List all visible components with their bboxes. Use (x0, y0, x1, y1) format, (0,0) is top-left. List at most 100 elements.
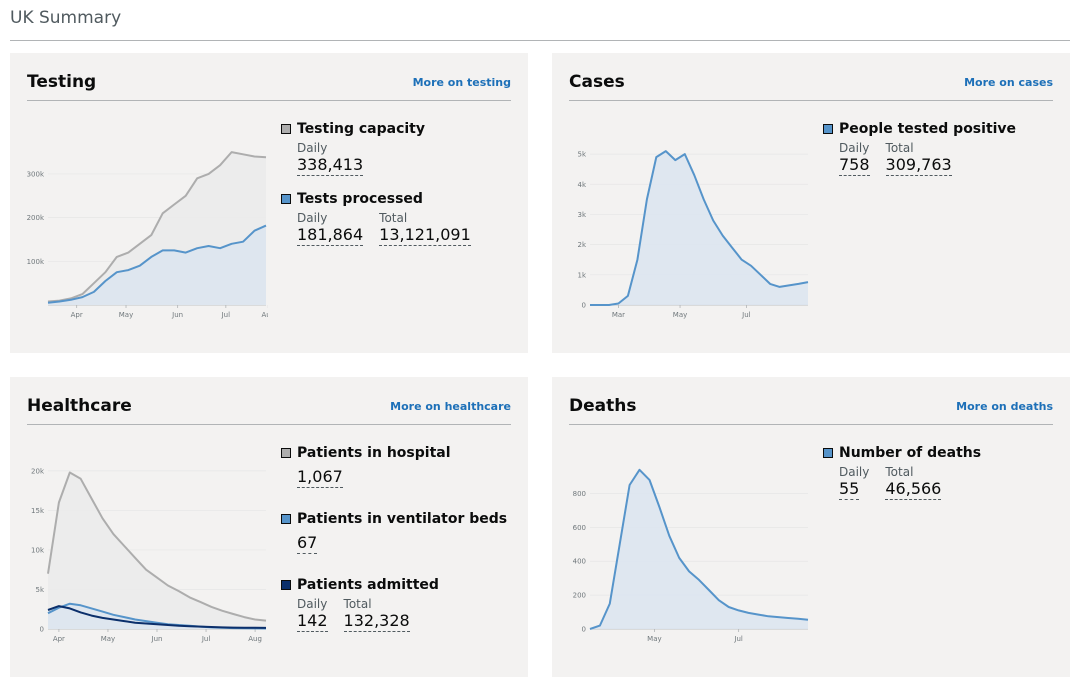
healthcare-metrics: Patients in hospital 1,067 Patients in v… (281, 444, 507, 646)
healthcare-y-tick-label: 10k (31, 546, 45, 554)
cases-y-tick-label: 4k (577, 181, 586, 189)
testing-series-0-line (47, 151, 267, 303)
testing-y-tick-label: 200k (27, 214, 45, 222)
cases-y-tick-label: 0 (582, 302, 586, 310)
blue-swatch-icon (823, 124, 833, 134)
blue-swatch-icon (281, 194, 291, 204)
number-of-deaths-label: Number of deaths (839, 445, 982, 461)
cases-x-tick-label: May (673, 311, 687, 319)
tested-positive-label: People tested positive (839, 121, 1017, 137)
cases-y-tick-label: 5k (577, 151, 586, 159)
testing-capacity-metric: Testing capacity Daily 338,413 (281, 120, 487, 176)
deaths-chart: 0 200 400 600 800 May Jul (573, 468, 809, 643)
cases-y-tick-label: 2k (577, 241, 586, 249)
healthcare-y-tick-label: 5k (35, 586, 44, 594)
tests-processed-daily-value[interactable]: 181,864 (297, 225, 364, 246)
deaths-daily-value[interactable]: 55 (839, 479, 860, 500)
testing-y-tick-label: 100k (27, 258, 45, 266)
cases-y-tick-label: 1k (577, 271, 586, 279)
tests-processed-total-value[interactable]: 13,121,091 (379, 225, 471, 246)
deaths-total-value[interactable]: 46,566 (885, 479, 942, 500)
ventilator-beds-label: Patients in ventilator beds (297, 511, 508, 527)
daily-label: Daily (839, 465, 870, 479)
cases-metrics: People tested positive Daily 758 Total 309… (823, 120, 1016, 190)
deaths-series-0-area (590, 469, 808, 629)
healthcare-series-0-line (47, 471, 267, 622)
deaths-y-tick-label: 800 (573, 490, 586, 498)
healthcare-card: Healthcare More on healthcare 0 5k 10k 15k 2… (10, 377, 528, 677)
healthcare-x-tick-label: Aug (248, 635, 262, 643)
blue-swatch-icon (281, 514, 291, 524)
patients-admitted-daily-value[interactable]: 142 (297, 611, 328, 632)
deaths-series-0-line (589, 468, 809, 630)
testing-series-1-line (47, 224, 267, 304)
daily-label: Daily (839, 141, 870, 155)
deaths-title: Deaths (569, 396, 637, 416)
testing-chart: 100k 200k 300k Apr May Jun Jul Aug (27, 151, 268, 319)
healthcare-y-tick-label: 20k (31, 467, 45, 475)
patients-in-hospital-label: Patients in hospital (297, 445, 451, 461)
cases-series-0-area (590, 151, 808, 305)
more-on-cases-link[interactable]: More on cases (964, 76, 1053, 89)
tested-positive-daily-value[interactable]: 758 (839, 155, 870, 176)
cases-title: Cases (569, 72, 625, 92)
cases-card-header: Cases More on cases (569, 70, 1053, 101)
healthcare-y-tick-label: 15k (31, 507, 45, 515)
testing-series-1-area (48, 225, 266, 305)
more-on-healthcare-link[interactable]: More on healthcare (390, 400, 511, 413)
healthcare-x-tick-label: May (101, 635, 115, 643)
testing-x-tick-label: Jul (221, 311, 231, 319)
patients-admitted-metric: Patients admitted Daily 142 Total 132,328 (281, 576, 507, 632)
grey-swatch-icon (281, 448, 291, 458)
navy-swatch-icon (281, 580, 291, 590)
number-of-deaths-metric: Number of deaths Daily 55 Total 46,566 (823, 444, 981, 500)
cases-series-0-line (590, 150, 809, 306)
grey-swatch-icon (281, 124, 291, 134)
healthcare-series-0-area (48, 472, 266, 629)
cases-chart: 0 1k 2k 3k 4k 5k Mar May Jul (577, 150, 809, 319)
deaths-y-tick-label: 400 (573, 558, 586, 566)
testing-capacity-daily-value[interactable]: 338,413 (297, 155, 364, 176)
daily-label: Daily (297, 597, 328, 611)
total-label: Total (379, 211, 408, 225)
healthcare-x-tick-label: Jun (151, 635, 163, 643)
patients-admitted-label: Patients admitted (297, 577, 439, 593)
healthcare-y-tick-label: 0 (40, 626, 44, 634)
more-on-deaths-link[interactable]: More on deaths (956, 400, 1053, 413)
healthcare-title: Healthcare (27, 396, 132, 416)
testing-title: Testing (27, 72, 97, 92)
daily-label: Daily (297, 141, 328, 155)
total-label: Total (885, 141, 914, 155)
testing-x-tick-label: May (119, 311, 133, 319)
deaths-card-header: Deaths More on deaths (569, 394, 1053, 425)
testing-metrics: Testing capacity Daily 338,413 Tests proc… (281, 120, 487, 260)
healthcare-x-tick-label: Jul (201, 635, 211, 643)
ventilator-beds-metric: Patients in ventilator beds 67 (281, 510, 507, 554)
deaths-x-tick-label: May (647, 635, 661, 643)
deaths-y-tick-label: 0 (582, 626, 586, 634)
deaths-x-tick-label: Jul (733, 635, 743, 643)
page-title: UK Summary (10, 8, 122, 28)
ventilator-beds-value[interactable]: 67 (297, 533, 318, 554)
cases-y-tick-label: 3k (577, 211, 586, 219)
tests-processed-metric: Tests processed Daily 181,864 Total 13,121… (281, 190, 487, 246)
testing-capacity-label: Testing capacity (297, 121, 426, 137)
cases-x-tick-label: Jul (741, 311, 751, 319)
healthcare-chart: 0 5k 10k 15k 20k Apr May Jun Jul Aug (31, 467, 267, 643)
patients-in-hospital-value[interactable]: 1,067 (297, 467, 343, 488)
tests-processed-label: Tests processed (297, 191, 423, 207)
testing-x-tick-label: Jun (171, 311, 183, 319)
total-label: Total (885, 465, 914, 479)
patients-admitted-total-value[interactable]: 132,328 (343, 611, 410, 632)
more-on-testing-link[interactable]: More on testing (412, 76, 511, 89)
testing-y-tick-label: 300k (27, 170, 45, 178)
daily-label: Daily (297, 211, 328, 225)
testing-x-tick-label: Aug (261, 311, 268, 319)
healthcare-series-2-line (47, 605, 267, 629)
blue-swatch-icon (823, 448, 833, 458)
cases-card: Cases More on cases 0 1k 2k 3k 4k 5k Mar May Jul… (552, 53, 1070, 353)
testing-card: Testing More on testing 100k 200k 300k Apr M… (10, 53, 528, 353)
deaths-card: Deaths More on deaths 0 200 400 600 800 May Ju… (552, 377, 1070, 677)
tested-positive-total-value[interactable]: 309,763 (885, 155, 952, 176)
healthcare-card-header: Healthcare More on healthcare (27, 394, 511, 425)
